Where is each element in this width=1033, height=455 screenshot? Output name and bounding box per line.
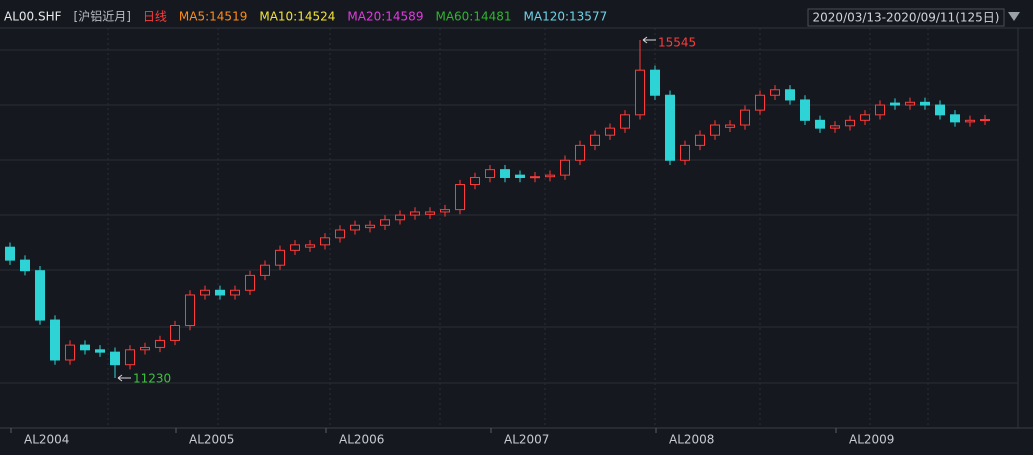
legend-entry: MA5:14519	[179, 10, 247, 24]
candle-body	[530, 176, 540, 179]
low-label: 11230	[133, 372, 171, 386]
candle-body	[650, 69, 660, 96]
candle-body	[380, 219, 390, 226]
period: 日线	[143, 10, 167, 24]
candle-body	[515, 174, 525, 178]
candle-body	[110, 351, 120, 366]
instrument-name: [沪铝近月]	[74, 9, 131, 24]
candle-body	[20, 259, 30, 272]
candle-body	[860, 114, 870, 121]
candle-body	[755, 94, 765, 111]
candle-body	[455, 184, 465, 211]
candle-body	[335, 229, 345, 239]
candle-body	[785, 89, 795, 101]
candle-body	[710, 124, 720, 136]
candle-body	[575, 144, 585, 161]
candle-body	[230, 289, 240, 296]
candle-body	[395, 214, 405, 221]
candle-body	[740, 109, 750, 126]
candle-body	[770, 89, 780, 96]
symbol: AL00.SHF	[4, 10, 62, 24]
candle-body	[905, 101, 915, 106]
candle-body	[695, 134, 705, 146]
candle-body	[245, 274, 255, 291]
candle-body	[845, 119, 855, 127]
candle-body	[170, 325, 180, 341]
candle-body	[125, 349, 135, 366]
candle-body	[965, 119, 975, 123]
candle-body	[275, 249, 285, 266]
candle-body	[155, 339, 165, 348]
candle-body	[830, 125, 840, 129]
x-tick-label: AL2008	[669, 433, 714, 447]
candle-body	[140, 346, 150, 351]
x-tick-label: AL2004	[24, 433, 69, 447]
candle-body	[350, 224, 360, 231]
candles	[5, 40, 990, 379]
candle-body	[215, 289, 225, 296]
candle-body	[305, 244, 315, 248]
candle-body	[95, 349, 105, 353]
candle-body	[185, 294, 195, 327]
candle-body	[50, 319, 60, 361]
candle-body	[620, 114, 630, 129]
high-label: 15545	[658, 36, 696, 50]
candle-body	[485, 169, 495, 178]
candle-body	[665, 94, 675, 161]
x-tick-label: AL2007	[504, 433, 549, 447]
candle-body	[65, 344, 75, 361]
dropdown-arrow[interactable]	[1008, 12, 1020, 21]
candle-body	[920, 101, 930, 106]
candle-body	[890, 102, 900, 106]
candle-body	[425, 211, 435, 215]
legend-entry: MA60:14481	[435, 10, 511, 24]
x-tick-label: AL2009	[849, 433, 894, 447]
candle-body	[560, 159, 570, 176]
candle-body	[725, 124, 735, 128]
candle-body	[500, 169, 510, 178]
range-box[interactable]	[807, 8, 1005, 27]
candle-body	[290, 244, 300, 251]
candle-body	[260, 264, 270, 276]
candle-body	[5, 246, 15, 261]
legend-entry: MA20:14589	[347, 10, 423, 24]
candle-body	[800, 99, 810, 121]
candle-body	[440, 209, 450, 213]
candle-body	[635, 69, 645, 116]
candle-body	[605, 127, 615, 136]
legend-entry: MA10:14524	[259, 10, 335, 24]
candle-body	[200, 289, 210, 296]
x-tick-label: AL2005	[189, 433, 234, 447]
candle-body	[410, 211, 420, 216]
candle-body	[320, 237, 330, 246]
candle-body	[545, 174, 555, 178]
x-tick-label: AL2006	[339, 433, 384, 447]
candle-body	[35, 270, 45, 321]
candle-body	[950, 114, 960, 123]
candle-body	[365, 224, 375, 229]
candle-body	[590, 134, 600, 146]
candle-body	[815, 119, 825, 129]
annotation-arrow	[117, 374, 131, 382]
candle-body	[980, 119, 990, 122]
annotation-arrow	[642, 36, 656, 44]
candle-body	[875, 104, 885, 116]
candle-body	[680, 144, 690, 161]
legend-entry: MA120:13577	[524, 10, 608, 24]
candle-body	[470, 176, 480, 186]
date-range[interactable]: 2020/03/13-2020/09/11(125日)	[813, 11, 1000, 25]
candle-body	[80, 344, 90, 351]
candle-body	[935, 104, 945, 116]
